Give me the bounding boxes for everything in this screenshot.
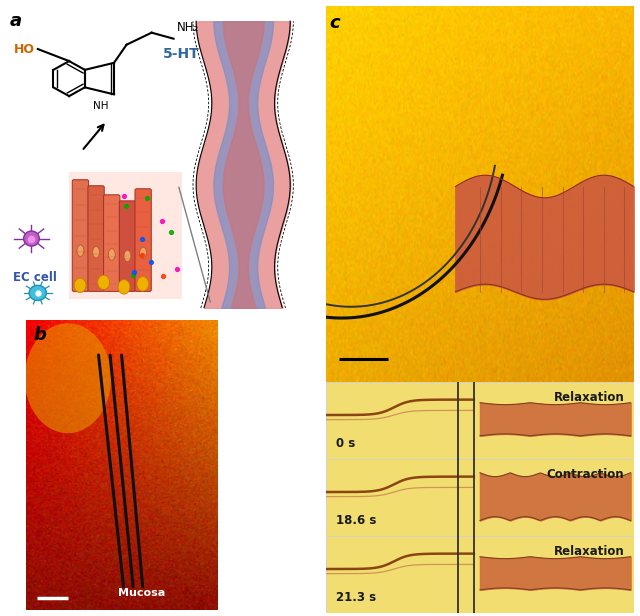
Text: NH: NH: [93, 102, 109, 111]
FancyBboxPatch shape: [135, 188, 151, 291]
Text: HO: HO: [13, 43, 35, 55]
Text: 5-HT: 5-HT: [163, 47, 200, 62]
Ellipse shape: [118, 280, 130, 294]
FancyBboxPatch shape: [326, 459, 634, 536]
Text: EC cell: EC cell: [13, 271, 56, 285]
FancyBboxPatch shape: [69, 172, 182, 299]
Ellipse shape: [29, 285, 46, 301]
FancyBboxPatch shape: [119, 201, 136, 291]
Text: c: c: [330, 14, 340, 31]
Ellipse shape: [98, 275, 109, 290]
Ellipse shape: [77, 245, 84, 256]
Ellipse shape: [74, 278, 86, 293]
Text: Mucosa: Mucosa: [118, 588, 165, 598]
Ellipse shape: [25, 323, 111, 433]
Text: 18.6 s: 18.6 s: [335, 514, 376, 527]
Text: a: a: [10, 12, 22, 30]
Text: 0 s: 0 s: [335, 437, 355, 450]
FancyBboxPatch shape: [88, 186, 104, 291]
FancyBboxPatch shape: [72, 180, 88, 291]
Text: NH₂: NH₂: [177, 21, 199, 34]
Ellipse shape: [140, 247, 147, 259]
Ellipse shape: [24, 231, 39, 246]
Text: 21.3 s: 21.3 s: [335, 591, 376, 604]
Ellipse shape: [124, 250, 131, 262]
Ellipse shape: [137, 277, 148, 291]
Text: Relaxation: Relaxation: [554, 545, 625, 558]
Ellipse shape: [93, 246, 100, 258]
Text: Relaxation: Relaxation: [554, 391, 625, 404]
FancyBboxPatch shape: [326, 382, 634, 459]
Text: b: b: [33, 326, 46, 344]
Ellipse shape: [108, 249, 115, 260]
Text: Contraction: Contraction: [547, 468, 625, 481]
FancyBboxPatch shape: [104, 195, 120, 291]
FancyBboxPatch shape: [326, 536, 634, 613]
